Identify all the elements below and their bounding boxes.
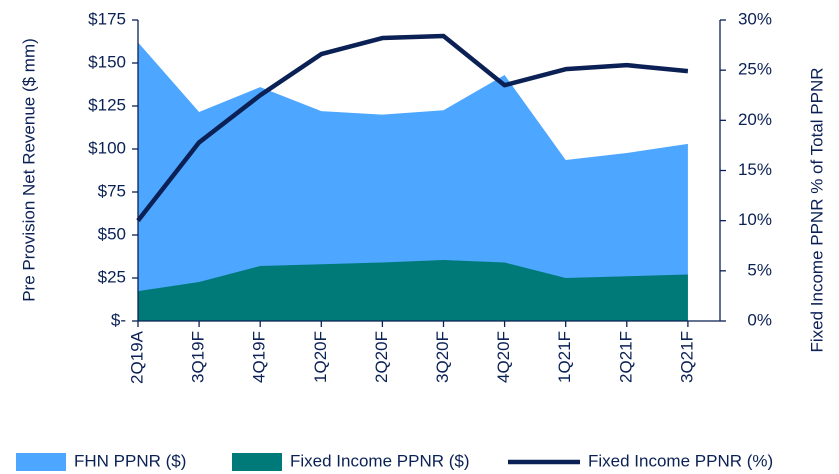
y-tick-label: $-: [111, 310, 126, 329]
x-tick-label: 2Q21F: [616, 331, 635, 383]
line: [136, 33, 689, 223]
y2-tick-label: 0%: [747, 310, 772, 329]
y2-tick-label: 5%: [747, 260, 772, 279]
y-axis-label: Pre Provision Net Revenue ($ mm): [19, 38, 38, 302]
area: [138, 42, 688, 322]
legend-swatch: [232, 453, 282, 471]
y2-tick-label: 30%: [738, 9, 772, 28]
x-tick-label: 2Q20F: [372, 331, 391, 383]
y-tick-label: $25: [98, 267, 126, 286]
legend-label: FHN PPNR ($): [74, 451, 186, 470]
y-tick-label: $125: [88, 95, 126, 114]
y2-axis-label: Fixed Income PPNR % of Total PPNR: [807, 67, 826, 352]
y-tick-label: $75: [98, 181, 126, 200]
legend-label: Fixed Income PPNR (%): [588, 451, 773, 470]
y-tick-label: $50: [98, 224, 126, 243]
area: [138, 259, 688, 321]
y2-tick-label: 15%: [738, 160, 772, 179]
x-tick-label: 3Q20F: [433, 331, 452, 383]
plot-area: [136, 33, 689, 322]
x-tick-label: 4Q19F: [250, 331, 269, 383]
x-tick-label: 4Q20F: [494, 331, 513, 383]
y-tick-label: $150: [88, 52, 126, 71]
y2-tick-label: 20%: [738, 110, 772, 129]
x-tick-label: 1Q20F: [311, 331, 330, 383]
y-tick-label: $100: [88, 138, 126, 157]
y-tick-label: $175: [88, 9, 126, 28]
y2-tick-label: 25%: [738, 60, 772, 79]
legend-label: Fixed Income PPNR ($): [290, 451, 470, 470]
x-tick-label: 1Q21F: [555, 331, 574, 383]
legend-swatch: [16, 453, 66, 471]
x-tick-label: 2Q19A: [127, 330, 146, 384]
x-tick-label: 3Q19F: [189, 331, 208, 383]
x-tick-label: 3Q21F: [677, 331, 696, 383]
y2-tick-label: 10%: [738, 210, 772, 229]
